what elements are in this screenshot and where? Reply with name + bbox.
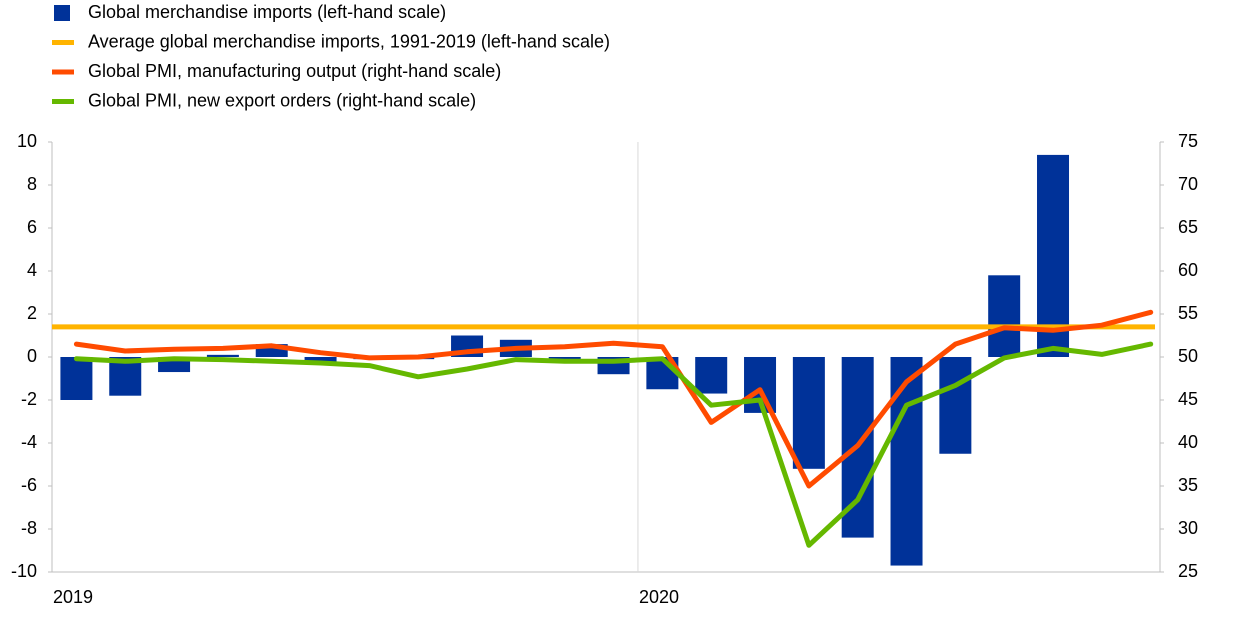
bar xyxy=(206,354,239,357)
y2-tick-label: 70 xyxy=(1178,174,1198,194)
bar xyxy=(304,357,337,364)
y-tick-label: 2 xyxy=(27,303,37,323)
legend-swatch xyxy=(54,5,70,21)
bar xyxy=(695,357,728,394)
bar xyxy=(890,357,923,566)
y2-tick-label: 65 xyxy=(1178,217,1198,237)
legend-label: Average global merchandise imports, 1991… xyxy=(88,31,610,51)
bar xyxy=(792,357,825,469)
y-tick-label: -2 xyxy=(21,389,37,409)
y-tick-label: -10 xyxy=(11,561,37,581)
y-tick-label: 4 xyxy=(27,260,37,280)
y2-tick-label: 45 xyxy=(1178,389,1198,409)
y-tick-label: 10 xyxy=(17,131,37,151)
x-tick-label: 2020 xyxy=(639,587,679,607)
legend-label: Global PMI, new export orders (right-han… xyxy=(88,90,476,110)
bar xyxy=(988,275,1021,357)
y2-tick-label: 75 xyxy=(1178,131,1198,151)
y2-tick-label: 30 xyxy=(1178,518,1198,538)
legend-label: Global PMI, manufacturing output (right-… xyxy=(88,61,501,81)
y2-tick-label: 40 xyxy=(1178,432,1198,452)
y2-tick-label: 35 xyxy=(1178,475,1198,495)
line-series xyxy=(73,309,1154,489)
legend-label: Global merchandise imports (left-hand sc… xyxy=(88,2,446,22)
line-series xyxy=(73,341,1154,548)
y-tick-label: -6 xyxy=(21,475,37,495)
bar xyxy=(548,357,581,360)
y-tick-label: 8 xyxy=(27,174,37,194)
y2-tick-label: 25 xyxy=(1178,561,1198,581)
bar xyxy=(1037,154,1070,357)
x-tick-label: 2019 xyxy=(53,587,93,607)
y-tick-label: 6 xyxy=(27,217,37,237)
y-tick-label: 0 xyxy=(27,346,37,366)
y2-tick-label: 60 xyxy=(1178,260,1198,280)
y2-tick-label: 55 xyxy=(1178,303,1198,323)
bar xyxy=(939,357,972,454)
y-tick-label: -4 xyxy=(21,432,37,452)
y-tick-label: -8 xyxy=(21,518,37,538)
bar xyxy=(60,357,93,400)
y2-tick-label: 50 xyxy=(1178,346,1198,366)
